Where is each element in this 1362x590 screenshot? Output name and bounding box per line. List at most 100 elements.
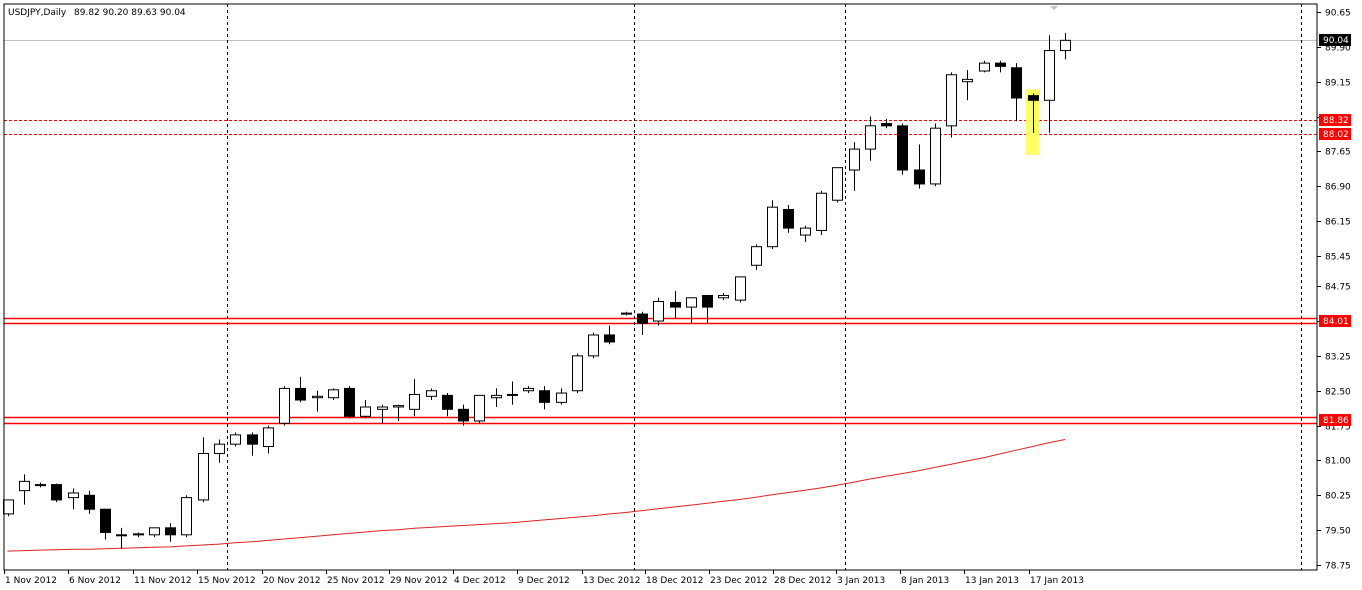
candle-body-bear xyxy=(1028,95,1039,101)
candle-body-bull xyxy=(19,480,30,492)
candle xyxy=(230,432,241,447)
candle-body-bear xyxy=(51,484,62,501)
candle xyxy=(360,400,371,419)
y-tick-label: 89.15 xyxy=(1325,79,1351,89)
price-tag-label: 84.01 xyxy=(1323,317,1349,327)
candle-body-bull xyxy=(133,533,144,536)
x-axis: 1 Nov 2012 6 Nov 2012 11 Nov 2012 15 Nov 20… xyxy=(4,570,1084,586)
moving-average-line xyxy=(7,439,1066,552)
level-price-tag xyxy=(1319,414,1351,426)
candle-body-bull xyxy=(979,62,990,72)
x-tick-label: 11 Nov 2012 xyxy=(134,576,192,586)
candle-body-bear xyxy=(1011,67,1022,99)
candle xyxy=(214,439,225,463)
current-price-tag xyxy=(1319,34,1351,46)
candle-body-bull xyxy=(263,427,274,448)
candle-body-bear xyxy=(637,313,648,324)
candle xyxy=(849,142,860,191)
candle xyxy=(474,394,485,424)
y-tick-label: 85.45 xyxy=(1325,253,1351,263)
candle xyxy=(539,386,550,410)
candle xyxy=(491,388,502,407)
candle-body-bear xyxy=(84,494,95,510)
y-tick-label: 80.25 xyxy=(1325,492,1351,502)
candle xyxy=(377,404,388,424)
candle-body-bull xyxy=(588,334,599,357)
level-price-tag xyxy=(1319,315,1351,327)
x-tick-label: 9 Dec 2012 xyxy=(518,576,570,586)
candle-body-bull xyxy=(393,405,404,408)
candle xyxy=(604,325,615,345)
y-tick-label: 81.75 xyxy=(1325,423,1351,433)
x-tick-label: 28 Dec 2012 xyxy=(774,576,832,586)
candle-body-bull xyxy=(214,443,225,454)
candle xyxy=(735,276,746,303)
candle-body-bear xyxy=(458,408,469,422)
candle xyxy=(458,404,469,426)
candle-body-bull xyxy=(116,534,127,537)
candle xyxy=(751,244,762,270)
y-tick-label: 82.50 xyxy=(1325,388,1351,398)
x-tick-label: 13 Jan 2013 xyxy=(965,576,1019,586)
candle xyxy=(263,425,274,454)
candle xyxy=(68,488,79,510)
candle xyxy=(686,297,697,324)
candle-body-bull xyxy=(849,148,860,171)
candle-body-bull xyxy=(181,497,192,536)
candle xyxy=(507,381,518,405)
price-tag-label: 90.04 xyxy=(1323,36,1349,46)
candle-body-bear xyxy=(995,62,1006,67)
x-tick-label: 3 Jan 2013 xyxy=(837,576,885,586)
candle xyxy=(409,379,420,417)
highlight-layer xyxy=(1025,89,1040,155)
x-tick-label: 20 Nov 2012 xyxy=(263,576,321,586)
candle-body-bear xyxy=(670,301,681,308)
candle xyxy=(865,116,876,161)
candle-body-bull xyxy=(767,206,778,248)
y-tick-label: 78.75 xyxy=(1325,562,1351,572)
candle-body-bear xyxy=(344,387,355,417)
y-tick-label: 86.90 xyxy=(1325,183,1351,193)
candle xyxy=(393,404,404,421)
y-tick-label: 83.25 xyxy=(1325,353,1351,363)
candle xyxy=(442,393,453,417)
candle xyxy=(1028,93,1039,133)
candle-body-bull xyxy=(751,246,762,266)
candle xyxy=(344,386,355,419)
x-tick-label: 15 Nov 2012 xyxy=(198,576,256,586)
moving-average-layer xyxy=(7,439,1066,552)
candle-body-bull xyxy=(621,312,632,315)
candle-body-bear xyxy=(897,125,908,171)
x-tick-label: 25 Nov 2012 xyxy=(327,576,385,586)
candle xyxy=(247,432,258,456)
candle-body-bear xyxy=(100,508,111,533)
x-tick-label: 29 Nov 2012 xyxy=(390,576,448,586)
candle xyxy=(979,60,990,73)
x-tick-label: 4 Dec 2012 xyxy=(454,576,506,586)
candle xyxy=(637,311,648,335)
candle-body-bear xyxy=(914,169,925,185)
candle xyxy=(1011,63,1022,122)
level-price-tag xyxy=(1319,114,1351,126)
candle xyxy=(962,70,973,101)
candle-body-bear xyxy=(507,393,518,396)
y-tick-label: 89.90 xyxy=(1325,44,1351,54)
candle-body-bull xyxy=(556,392,567,403)
candle-body-bear xyxy=(702,294,713,308)
candle xyxy=(165,523,176,542)
chart-ohlc: 89.82 90.20 89.63 90.04 xyxy=(74,8,186,18)
candle xyxy=(426,388,437,401)
candle xyxy=(702,294,713,324)
price-tag-label: 81.86 xyxy=(1323,416,1349,426)
candle xyxy=(653,297,664,326)
candle xyxy=(588,332,599,359)
candle xyxy=(328,388,339,401)
candle xyxy=(930,123,941,187)
candle-body-bull xyxy=(68,492,79,499)
candle-body-bull xyxy=(474,394,485,422)
candle-body-bear xyxy=(247,434,258,445)
y-tick-label: 90.65 xyxy=(1325,9,1351,19)
x-tick-label: 13 Dec 2012 xyxy=(583,576,641,586)
candle-body-bull xyxy=(3,499,14,515)
candle-body-bull xyxy=(1060,39,1071,52)
